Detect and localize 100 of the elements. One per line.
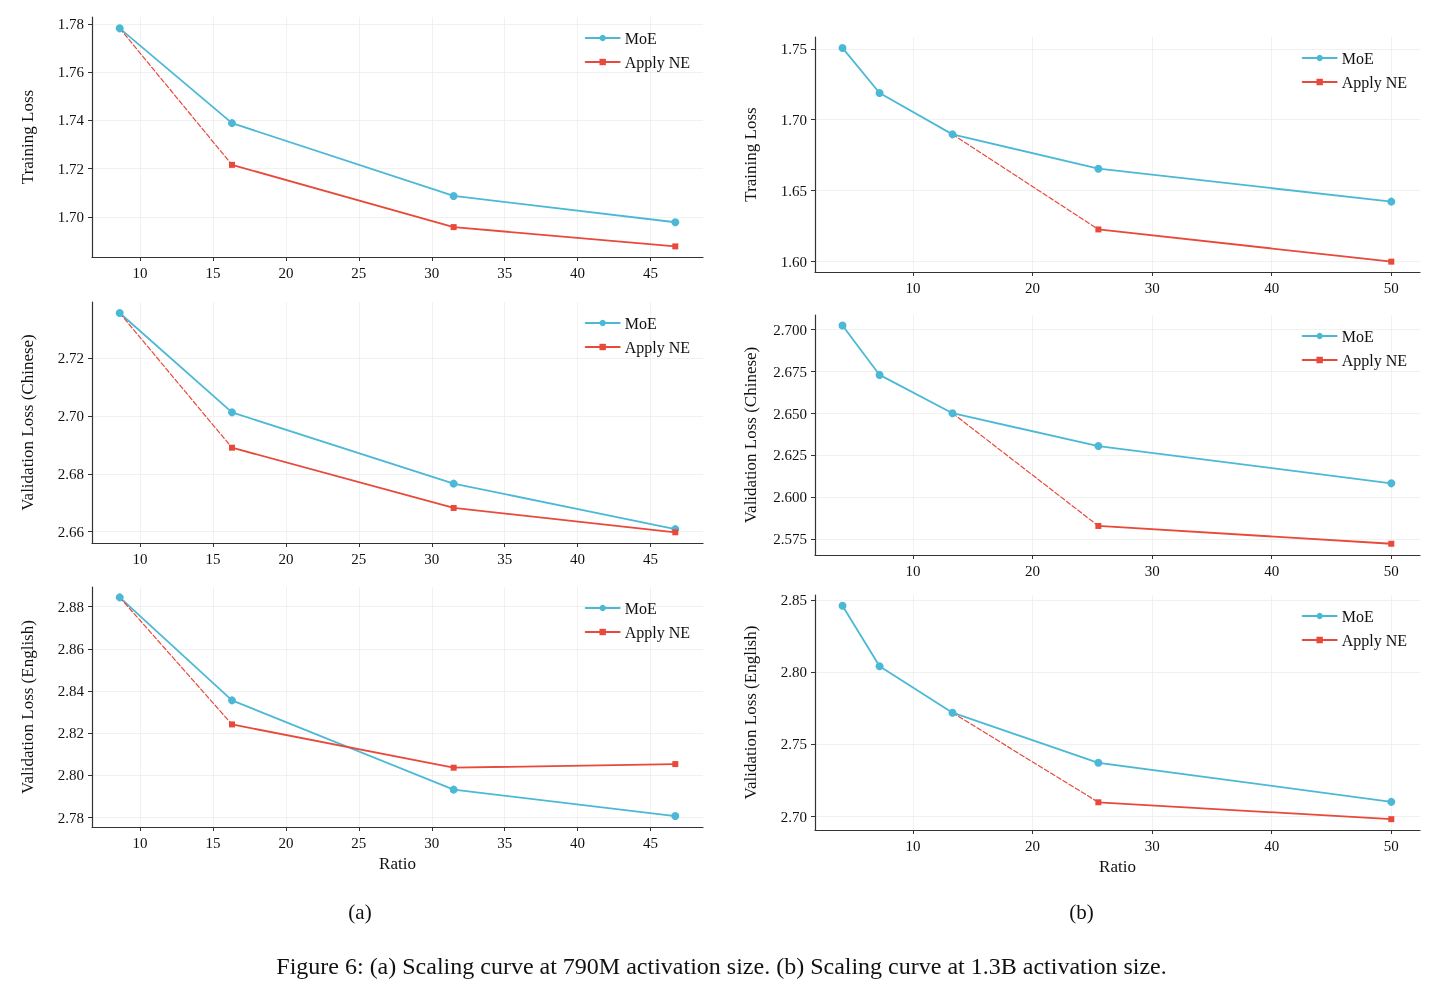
point bbox=[1387, 197, 1396, 206]
x-tick-label: 10 bbox=[905, 562, 921, 579]
point bbox=[115, 593, 124, 602]
x-tick-label: 25 bbox=[351, 264, 367, 281]
x-tick-label: 30 bbox=[424, 550, 440, 567]
x-tick-label: 10 bbox=[132, 834, 148, 851]
x-axis-title: Ratio bbox=[379, 854, 416, 873]
point bbox=[948, 708, 957, 717]
y-tick-label: 2.80 bbox=[57, 767, 84, 784]
point bbox=[449, 785, 458, 794]
y-tick-label: 2.75 bbox=[780, 736, 807, 753]
x-tick-label: 50 bbox=[1383, 837, 1399, 854]
y-tick-label: 2.70 bbox=[780, 808, 807, 825]
point bbox=[948, 409, 957, 418]
x-tick-label: 10 bbox=[132, 550, 148, 567]
x-tick-label: 35 bbox=[497, 264, 513, 281]
x-tick-label: 10 bbox=[905, 837, 921, 854]
y-tick-label: 2.700 bbox=[773, 321, 807, 338]
point bbox=[672, 243, 679, 250]
y-tick-label: 2.86 bbox=[57, 640, 85, 657]
x-tick-label: 50 bbox=[1383, 562, 1399, 579]
x-tick-label: 45 bbox=[643, 834, 658, 851]
text: (a) bbox=[347, 900, 373, 925]
x-tick-label: 35 bbox=[497, 550, 513, 567]
point bbox=[671, 218, 680, 227]
point bbox=[450, 764, 457, 771]
point bbox=[948, 130, 957, 139]
x-tick-label: 20 bbox=[278, 834, 294, 851]
legend-label: Apply NE bbox=[624, 623, 690, 642]
y-tick-label: 2.625 bbox=[773, 447, 807, 464]
point bbox=[1387, 797, 1396, 806]
x-tick-label: 20 bbox=[1025, 279, 1041, 296]
y-tick-label: 2.68 bbox=[57, 465, 84, 482]
point bbox=[1095, 522, 1102, 529]
point bbox=[672, 761, 679, 768]
point bbox=[228, 408, 236, 417]
point bbox=[1388, 816, 1395, 823]
y-tick-label: 1.72 bbox=[57, 160, 84, 177]
x-tick-label: 30 bbox=[1144, 837, 1160, 854]
x-tick-label: 30 bbox=[1144, 562, 1160, 579]
x-tick-label: 30 bbox=[424, 264, 440, 281]
y-tick-label: 1.70 bbox=[57, 208, 84, 225]
point bbox=[228, 161, 235, 168]
point bbox=[1095, 799, 1102, 806]
point bbox=[450, 224, 457, 231]
text: (b) bbox=[1068, 900, 1095, 925]
x-tick-label: 40 bbox=[1264, 837, 1280, 854]
point bbox=[1094, 164, 1103, 173]
x-tick-label: 40 bbox=[570, 834, 586, 851]
y-axis-title: Validation Loss (English) bbox=[18, 620, 37, 794]
x-tick-label: 30 bbox=[1144, 279, 1160, 296]
x-tick-label: 45 bbox=[643, 550, 658, 567]
x-tick-label: 25 bbox=[351, 550, 367, 567]
y-axis-title: Validation Loss (English) bbox=[741, 625, 760, 800]
x-tick-label: 25 bbox=[351, 834, 367, 851]
x-tick-label: 35 bbox=[497, 834, 513, 851]
point bbox=[671, 812, 680, 821]
point bbox=[838, 321, 847, 330]
y-axis-title: Training Loss bbox=[18, 89, 37, 185]
y-tick-label: 2.84 bbox=[57, 683, 85, 700]
x-tick-label: 40 bbox=[1264, 562, 1280, 579]
point bbox=[875, 370, 884, 379]
y-tick-label: 2.675 bbox=[773, 363, 807, 380]
x-tick-label: 10 bbox=[132, 264, 148, 281]
legend-label: Apply NE bbox=[624, 53, 690, 72]
x-tick-label: 45 bbox=[643, 264, 658, 281]
legend-label: Apply NE bbox=[1341, 631, 1407, 650]
y-tick-label: 1.60 bbox=[780, 253, 807, 270]
point bbox=[449, 479, 458, 488]
point bbox=[838, 43, 847, 52]
point bbox=[228, 119, 236, 128]
y-tick-label: 2.650 bbox=[773, 405, 807, 422]
y-tick-label: 2.70 bbox=[57, 407, 84, 424]
y-tick-label: 1.75 bbox=[780, 40, 807, 57]
y-tick-label: 1.65 bbox=[780, 182, 807, 199]
legend-label: MoE bbox=[624, 599, 657, 617]
point bbox=[1095, 226, 1102, 233]
y-tick-label: 2.66 bbox=[57, 523, 85, 540]
y-tick-label: 2.82 bbox=[57, 725, 84, 742]
caption: Figure 6: (a) Scaling curve at 790M activation size. (b) Scaling curve at 1.3B activation size. bbox=[275, 953, 1168, 980]
x-tick-label: 20 bbox=[1025, 562, 1041, 579]
point bbox=[1388, 540, 1395, 547]
x-tick-label: 50 bbox=[1383, 279, 1399, 296]
point bbox=[875, 89, 884, 98]
x-tick-label: 20 bbox=[1025, 837, 1041, 854]
y-axis-title: Validation Loss (Chinese) bbox=[18, 334, 37, 511]
x-tick-label: 15 bbox=[205, 834, 221, 851]
point bbox=[672, 529, 679, 536]
legend-label: Apply NE bbox=[1341, 351, 1407, 370]
y-tick-label: 2.80 bbox=[780, 664, 807, 681]
point bbox=[115, 24, 124, 33]
point bbox=[1388, 258, 1395, 265]
legend-label: Apply NE bbox=[1341, 73, 1407, 92]
point bbox=[838, 601, 847, 610]
legend-label: MoE bbox=[624, 314, 657, 332]
x-tick-label: 40 bbox=[1264, 279, 1280, 296]
point bbox=[228, 444, 235, 451]
y-tick-label: 1.70 bbox=[780, 111, 807, 128]
legend-label: MoE bbox=[1341, 607, 1374, 625]
x-tick-label: 40 bbox=[570, 550, 586, 567]
